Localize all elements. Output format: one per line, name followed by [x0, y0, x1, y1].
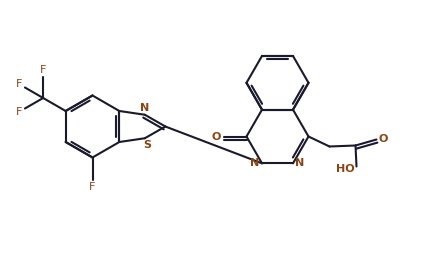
Text: F: F — [40, 65, 46, 75]
Text: O: O — [378, 134, 387, 144]
Text: HO: HO — [335, 164, 354, 174]
Text: N: N — [295, 158, 304, 168]
Text: F: F — [89, 182, 95, 192]
Text: F: F — [16, 79, 22, 89]
Text: N: N — [140, 103, 149, 113]
Text: S: S — [143, 140, 151, 150]
Text: F: F — [16, 107, 22, 117]
Text: N: N — [250, 158, 259, 168]
Text: O: O — [211, 131, 220, 142]
